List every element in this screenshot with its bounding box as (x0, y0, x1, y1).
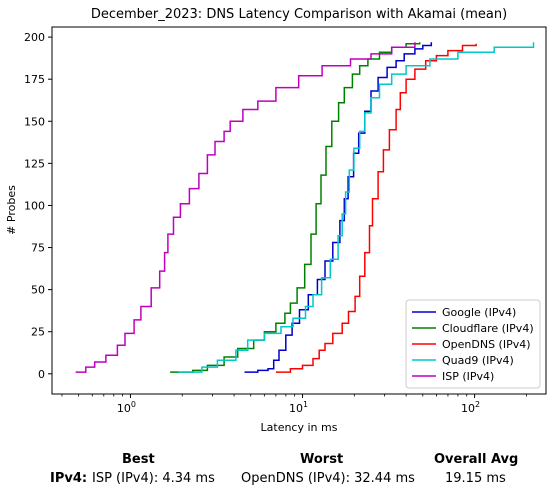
y-tick-label: 200 (24, 31, 45, 44)
series-line-cloudflare-ipv4 (170, 42, 421, 373)
y-tick-label: 175 (24, 73, 45, 86)
overall-avg-value: 19.15 ms (445, 471, 506, 486)
legend-label: OpenDNS (IPv4) (442, 338, 531, 351)
summary-table: Best Worst Overall Avg IPv4: ISP (IPv4):… (0, 448, 555, 496)
series-line-quad9-ipv4 (178, 42, 535, 373)
series-line-google-ipv4 (244, 42, 433, 373)
legend-label: Cloudflare (IPv4) (442, 322, 534, 335)
x-tick-label: 102 (461, 400, 480, 415)
y-tick-label: 150 (24, 115, 45, 128)
series-line-isp-ipv4 (75, 42, 416, 373)
legend-label: Quad9 (IPv4) (442, 354, 514, 367)
ipv4-row-label: IPv4: (50, 471, 88, 486)
plot-frame (51, 26, 547, 395)
x-tick-label: 101 (289, 400, 308, 415)
latency-chart: December_2023: DNS Latency Comparison wi… (5, 7, 547, 434)
y-tick-label: 75 (31, 242, 45, 255)
y-axis-label: # Probes (5, 185, 18, 235)
series-line-opendns-ipv4 (275, 43, 477, 373)
best-header: Best (122, 452, 155, 467)
x-axis-label: Latency in ms (261, 421, 338, 434)
legend-label: Google (IPv4) (442, 306, 516, 319)
y-tick-label: 50 (31, 284, 45, 297)
legend: Google (IPv4) Cloudflare (IPv4) OpenDNS (I… (405, 299, 541, 389)
y-tick-label: 25 (31, 326, 45, 339)
y-tick-label: 125 (24, 157, 45, 170)
y-tick-label: 100 (24, 199, 45, 212)
best-value: ISP (IPv4): 4.34 ms (92, 471, 215, 486)
chart-title: December_2023: DNS Latency Comparison wi… (91, 7, 507, 22)
overall-avg-header: Overall Avg (434, 452, 519, 467)
worst-value: OpenDNS (IPv4): 32.44 ms (241, 471, 415, 486)
y-tick-label: 0 (38, 368, 45, 381)
legend-label: ISP (IPv4) (442, 370, 494, 383)
x-tick-label: 100 (117, 400, 136, 415)
worst-header: Worst (300, 452, 344, 467)
legend-box (405, 299, 541, 389)
